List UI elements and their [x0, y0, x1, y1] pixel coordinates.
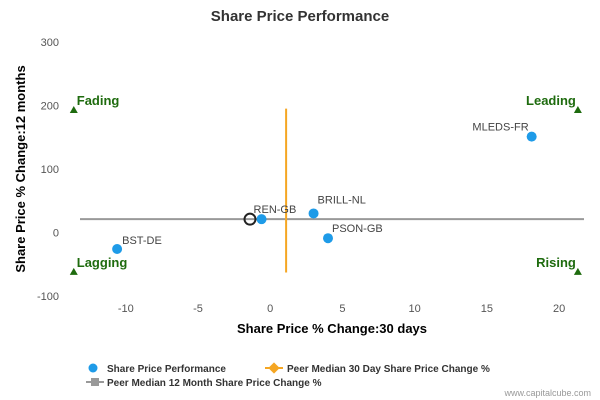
- highlight-marker-ren-gb[interactable]: [243, 212, 257, 226]
- chart-title: Share Price Performance: [211, 8, 389, 25]
- legend-item-peer-median-30d[interactable]: Peer Median 30 Day Share Price Change %: [265, 362, 490, 375]
- credit: www.capitalcube.com: [503, 388, 591, 398]
- quadrant-label-fading: Fading: [77, 93, 120, 108]
- data-point-pson-gb[interactable]: [323, 233, 333, 244]
- legend-marker-peer-median-12m: [91, 378, 99, 386]
- quadrant-marker-fading: [69, 105, 78, 113]
- quadrant-label-rising: Rising: [536, 255, 576, 270]
- y-tick-label: 200: [41, 101, 59, 113]
- data-label-pson-gb: PSON-GB: [332, 223, 383, 235]
- x-tick-label: 20: [553, 303, 565, 315]
- x-tick-label: 10: [409, 303, 421, 315]
- quadrant-marker-lagging: [69, 267, 78, 275]
- legend-label-peer-median-12m: Peer Median 12 Month Share Price Change …: [107, 378, 322, 389]
- x-tick-label: -5: [193, 303, 203, 315]
- data-label-bst-de: BST-DE: [122, 235, 162, 247]
- legend-item-share-price[interactable]: Share Price Performance: [88, 363, 227, 376]
- legend: Share Price Performance Peer Median 30 D…: [86, 362, 490, 389]
- y-tick-label: 100: [41, 164, 59, 176]
- data-label-ren-gb: REN-GB: [254, 204, 297, 216]
- quadrant-marker-leading: [573, 105, 582, 113]
- plot-area: -10 -5 0 5 10 15 20 -100 0 100 200 300 Fading Leading…: [37, 37, 584, 315]
- x-tick-label: 5: [339, 303, 345, 315]
- quadrant-label-lagging: Lagging: [77, 255, 128, 270]
- y-tick-label: -100: [37, 291, 59, 303]
- data-point-bst-de[interactable]: [112, 244, 123, 255]
- legend-marker-share-price: [88, 363, 98, 373]
- y-tick-label: 300: [41, 37, 59, 49]
- data-point-brill-nl[interactable]: [308, 208, 319, 219]
- data-label-brill-nl: BRILL-NL: [318, 194, 366, 206]
- quadrant-label-leading: Leading: [526, 93, 576, 108]
- x-tick-label: -10: [118, 303, 134, 315]
- legend-marker-peer-median-30d: [268, 362, 280, 374]
- x-tick-label: 0: [267, 303, 273, 315]
- data-point-ren-gb[interactable]: [256, 214, 267, 225]
- quadrant-marker-rising: [573, 267, 582, 275]
- legend-label-share-price: Share Price Performance: [107, 364, 226, 375]
- y-tick-label: 0: [53, 228, 59, 240]
- legend-label-peer-median-30d: Peer Median 30 Day Share Price Change %: [287, 364, 490, 375]
- data-label-mleds-fr: MLEDS-FR: [472, 122, 528, 134]
- legend-item-peer-median-12m[interactable]: Peer Median 12 Month Share Price Change …: [86, 378, 322, 389]
- x-tick-label: 15: [481, 303, 493, 315]
- y-axis-title: Share Price % Change:12 months: [13, 65, 28, 272]
- data-point-mleds-fr[interactable]: [526, 131, 537, 142]
- x-axis-title: Share Price % Change:30 days: [237, 321, 427, 336]
